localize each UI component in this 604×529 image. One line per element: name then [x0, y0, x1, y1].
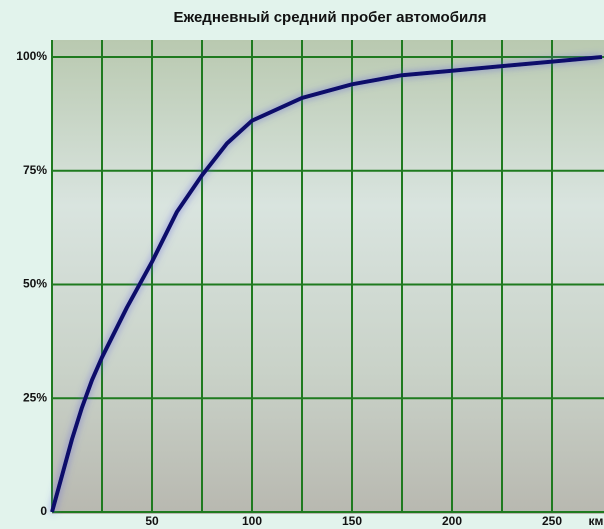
y-tick-label: 0	[40, 504, 47, 518]
x-axis-label: км	[589, 514, 604, 528]
y-tick-label: 75%	[23, 163, 47, 177]
x-tick-label: 150	[342, 514, 362, 528]
x-tick-label: 50	[145, 514, 159, 528]
y-tick-label: 50%	[23, 277, 47, 291]
x-tick-label: 200	[442, 514, 462, 528]
x-tick-label: 250	[542, 514, 562, 528]
chart: Ежедневный средний пробег автомобиля км …	[0, 0, 604, 529]
chart-title: Ежедневный средний пробег автомобиля	[174, 9, 487, 26]
plot-background	[52, 40, 604, 514]
y-tick-label: 100%	[16, 49, 47, 63]
y-tick-label: 25%	[23, 390, 47, 404]
x-tick-label: 100	[242, 514, 262, 528]
